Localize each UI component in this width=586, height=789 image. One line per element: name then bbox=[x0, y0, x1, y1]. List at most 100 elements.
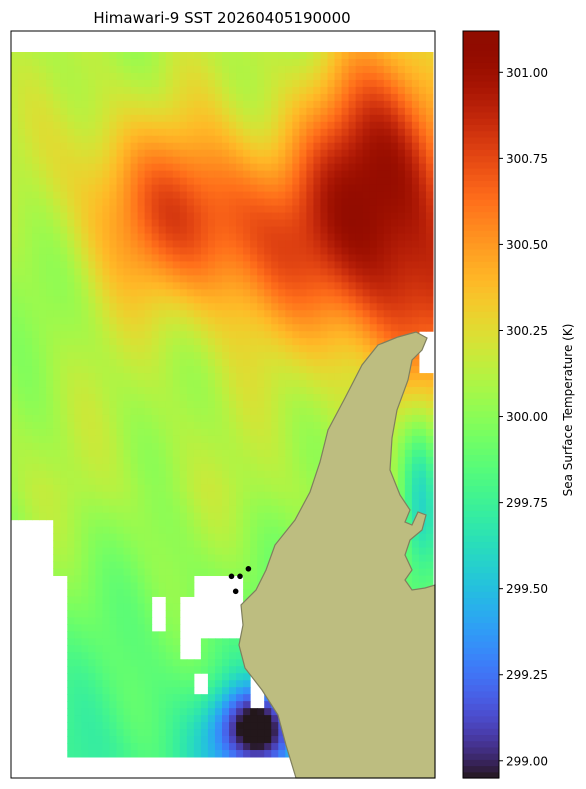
heatmap-cell bbox=[172, 387, 181, 395]
heatmap-cell bbox=[285, 184, 293, 193]
heatmap-cell bbox=[130, 575, 139, 583]
heatmap-cell bbox=[74, 177, 82, 186]
heatmap-cell bbox=[404, 86, 413, 95]
heatmap-cell bbox=[243, 79, 251, 88]
heatmap-cell bbox=[257, 407, 265, 416]
heatmap-cell bbox=[81, 219, 89, 227]
heatmap-cell bbox=[186, 366, 195, 374]
heatmap-cell bbox=[257, 401, 265, 409]
heatmap-cell bbox=[207, 638, 216, 646]
heatmap-cell bbox=[53, 114, 61, 123]
heatmap-cell bbox=[186, 407, 195, 416]
heatmap-cell bbox=[102, 387, 110, 395]
heatmap-cell bbox=[327, 58, 336, 67]
heatmap-cell bbox=[81, 331, 89, 339]
heatmap-cell bbox=[214, 254, 223, 262]
heatmap-cell bbox=[151, 289, 160, 297]
heatmap-cell bbox=[243, 373, 251, 381]
heatmap-cell bbox=[200, 561, 209, 570]
heatmap-cell bbox=[179, 442, 188, 451]
heatmap-cell bbox=[74, 149, 82, 158]
heatmap-cell bbox=[137, 652, 146, 660]
heatmap-cell bbox=[306, 470, 314, 479]
heatmap-cell bbox=[53, 79, 61, 88]
heatmap-cell bbox=[306, 289, 314, 297]
heatmap-cell bbox=[46, 149, 54, 158]
heatmap-cell bbox=[341, 359, 350, 367]
heatmap-cell bbox=[102, 282, 110, 290]
heatmap-cell bbox=[186, 107, 195, 116]
heatmap-cell bbox=[299, 394, 307, 402]
heatmap-cell bbox=[130, 352, 139, 360]
heatmap-cell bbox=[193, 135, 202, 144]
heatmap-cell bbox=[11, 394, 19, 402]
heatmap-cell bbox=[257, 428, 265, 437]
heatmap-cell bbox=[95, 582, 103, 590]
heatmap-cell bbox=[411, 142, 420, 151]
heatmap-cell bbox=[425, 533, 434, 542]
heatmap-cell bbox=[257, 72, 265, 81]
heatmap-cell bbox=[144, 484, 153, 493]
heatmap-cell bbox=[362, 170, 371, 179]
heatmap-cell bbox=[236, 659, 244, 667]
heatmap-cell bbox=[18, 282, 26, 290]
heatmap-cell bbox=[123, 603, 132, 611]
heatmap-cell bbox=[383, 135, 392, 144]
heatmap-cell bbox=[425, 310, 434, 318]
heatmap-cell bbox=[236, 303, 244, 311]
heatmap-cell bbox=[229, 414, 237, 423]
heatmap-cell bbox=[102, 72, 110, 81]
heatmap-cell bbox=[11, 345, 19, 353]
heatmap-cell bbox=[207, 645, 216, 653]
heatmap-cell bbox=[25, 254, 33, 262]
heatmap-cell bbox=[397, 156, 406, 165]
heatmap-cell bbox=[299, 114, 307, 123]
heatmap-cell bbox=[144, 107, 153, 116]
heatmap-cell bbox=[39, 135, 47, 144]
heatmap-cell bbox=[425, 282, 434, 290]
heatmap-cell bbox=[411, 449, 420, 458]
heatmap-cell bbox=[397, 128, 406, 137]
heatmap-cell bbox=[327, 72, 336, 81]
heatmap-cell bbox=[67, 540, 75, 549]
heatmap-cell bbox=[74, 198, 82, 207]
heatmap-cell bbox=[130, 477, 139, 486]
heatmap-cell bbox=[95, 254, 103, 262]
heatmap-cell bbox=[186, 491, 195, 500]
heatmap-cell bbox=[67, 582, 75, 590]
heatmap-cell bbox=[53, 219, 61, 227]
heatmap-cell bbox=[193, 52, 202, 60]
heatmap-cell bbox=[193, 449, 202, 458]
heatmap-cell bbox=[222, 547, 230, 556]
heatmap-cell bbox=[334, 331, 343, 339]
heatmap-cell bbox=[299, 331, 307, 339]
heatmap-cell bbox=[53, 135, 61, 144]
heatmap-cell bbox=[144, 401, 153, 409]
heatmap-cell bbox=[229, 435, 237, 444]
heatmap-cell bbox=[369, 212, 378, 221]
heatmap-cell bbox=[74, 394, 82, 402]
heatmap-cell bbox=[397, 163, 406, 172]
heatmap-cell bbox=[404, 107, 413, 116]
heatmap-cell bbox=[264, 554, 272, 563]
heatmap-cell bbox=[236, 58, 244, 67]
heatmap-cell bbox=[172, 442, 181, 451]
heatmap-cell bbox=[137, 65, 146, 74]
heatmap-cell bbox=[362, 324, 371, 332]
heatmap-cell bbox=[95, 456, 103, 465]
heatmap-cell bbox=[53, 407, 61, 416]
heatmap-cell bbox=[207, 561, 216, 570]
heatmap-cell bbox=[200, 282, 209, 290]
heatmap-cell bbox=[214, 156, 223, 165]
heatmap-cell bbox=[144, 498, 153, 507]
heatmap-cell bbox=[313, 52, 321, 60]
heatmap-cell bbox=[236, 100, 244, 109]
heatmap-cell bbox=[116, 289, 125, 297]
heatmap-cell bbox=[222, 380, 230, 388]
heatmap-cell bbox=[39, 303, 47, 311]
heatmap-cell bbox=[102, 184, 110, 193]
heatmap-cell bbox=[123, 366, 132, 374]
heatmap-cell bbox=[102, 533, 110, 542]
heatmap-cell bbox=[116, 72, 125, 81]
heatmap-cell bbox=[165, 205, 174, 214]
